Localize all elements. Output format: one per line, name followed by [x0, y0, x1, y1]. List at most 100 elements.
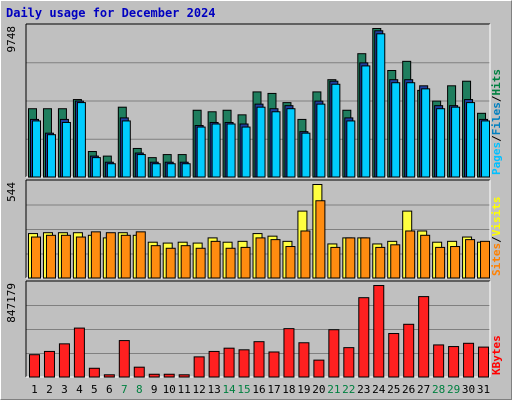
- legend-separator: /: [490, 95, 503, 102]
- pages-bar: [331, 83, 341, 178]
- x-axis-labels: 1 2 3 4 5 6 7 8 9 10 11 12 13 14 15 16 17 18 19 20 21 22 23 24 2…: [31, 383, 490, 396]
- kbytes-bar: [388, 333, 400, 378]
- visits-ymax-label: 544: [5, 182, 18, 202]
- pages-bar: [61, 121, 71, 178]
- sites-bar: [135, 231, 146, 279]
- x-tick-label: 18: [282, 383, 295, 396]
- pages-bar: [181, 163, 191, 178]
- kbytes-bar: [73, 327, 85, 378]
- x-tick-label: 4: [76, 383, 83, 396]
- sites-bar: [75, 236, 86, 279]
- x-tick-label: 10: [163, 383, 176, 396]
- legend-separator: /: [490, 236, 503, 243]
- x-tick-label: 6: [106, 383, 113, 396]
- pages-bar: [32, 120, 41, 178]
- pages-bar: [76, 102, 86, 178]
- pages-bar: [301, 132, 311, 178]
- x-tick-label: 3: [61, 383, 68, 396]
- sites-bar: [195, 247, 206, 279]
- legend-files: Files: [490, 102, 503, 135]
- sites-bar: [330, 246, 341, 279]
- kbytes-bar: [463, 342, 475, 378]
- x-tick-label: 23: [357, 383, 370, 396]
- pages-bar: [46, 134, 56, 178]
- kbytes-bar: [58, 343, 70, 378]
- sites-bar: [390, 244, 401, 279]
- pages-bar: [406, 82, 416, 178]
- pages-bar: [91, 157, 101, 178]
- x-tick-label: 29: [447, 383, 460, 396]
- pages-bar: [436, 108, 446, 178]
- kbytes-bar: [88, 367, 100, 378]
- kbytes-bar: [178, 374, 190, 378]
- x-tick-label: 2: [46, 383, 53, 396]
- kbytes-bar: [133, 366, 145, 378]
- pages-bar: [481, 120, 491, 178]
- kbytes-bar: [253, 341, 265, 378]
- pages-bar: [316, 103, 326, 178]
- x-tick-label: 14: [222, 383, 236, 396]
- kbytes-bar: [193, 356, 205, 378]
- legend-pages: Pages: [490, 142, 503, 175]
- x-tick-label: 8: [136, 383, 143, 396]
- x-tick-label: 24: [372, 383, 386, 396]
- sites-bar: [450, 246, 461, 279]
- pages-bar: [241, 126, 251, 178]
- kbytes-bar: [358, 297, 370, 378]
- kbytes-bar: [118, 340, 130, 378]
- legend-visits: Visits: [490, 197, 503, 237]
- pages-bar: [106, 163, 116, 178]
- kbytes-bar: [313, 359, 325, 378]
- x-tick-label: 9: [151, 383, 158, 396]
- sites-bar: [360, 237, 371, 279]
- x-tick-label: 13: [207, 383, 220, 396]
- pages-bar: [271, 111, 281, 178]
- pages-bar: [121, 120, 131, 178]
- x-tick-label: 19: [297, 383, 310, 396]
- pages-bar: [151, 163, 161, 178]
- pages-bar: [256, 106, 266, 178]
- kbytes-bar: [283, 328, 295, 378]
- x-tick-label: 30: [462, 383, 475, 396]
- pages-bar: [391, 82, 401, 178]
- pages-bar: [346, 120, 356, 178]
- x-tick-label: 26: [402, 383, 415, 396]
- kbytes-bar: [223, 347, 235, 378]
- x-tick-label: 20: [312, 383, 325, 396]
- kbytes-bar: [29, 354, 40, 378]
- x-tick-label: 31: [477, 383, 490, 396]
- x-tick-label: 27: [417, 383, 430, 396]
- pages-bar: [136, 154, 146, 178]
- kbytes-bar: [433, 344, 445, 378]
- sites-bar: [435, 246, 446, 279]
- sites-bar: [180, 245, 191, 279]
- sites-bar: [210, 240, 221, 279]
- x-tick-label: 25: [387, 383, 400, 396]
- kbytes-bar: [373, 285, 385, 378]
- x-tick-label: 11: [178, 383, 191, 396]
- kbytes-bar: [43, 350, 55, 378]
- kbytes-bar: [268, 351, 280, 378]
- sites-bar: [150, 245, 161, 279]
- visits-legend: Sites/Visits: [490, 197, 503, 277]
- kbytes-bar: [478, 346, 490, 378]
- sites-bar: [255, 237, 266, 279]
- kbytes-bar: [103, 374, 115, 378]
- legend-hits: Hits: [490, 69, 503, 96]
- sites-bar: [480, 240, 491, 279]
- x-tick-label: 17: [267, 383, 280, 396]
- sites-bar: [300, 230, 311, 279]
- pages-bar: [376, 33, 386, 178]
- sites-bar: [120, 234, 131, 279]
- x-tick-label: 5: [91, 383, 98, 396]
- sites-bar: [240, 246, 251, 279]
- kbytes-bar: [238, 349, 250, 378]
- sites-bar: [105, 232, 116, 279]
- kbytes-ymax-label: 847179: [5, 283, 18, 323]
- sites-bar: [375, 246, 386, 279]
- legend-kbytes: KBytes: [490, 335, 503, 375]
- kbytes-panel: 847179 KBytes: [5, 280, 503, 378]
- pages-bar: [286, 108, 296, 178]
- hits-ymax-label: 9748: [5, 26, 18, 53]
